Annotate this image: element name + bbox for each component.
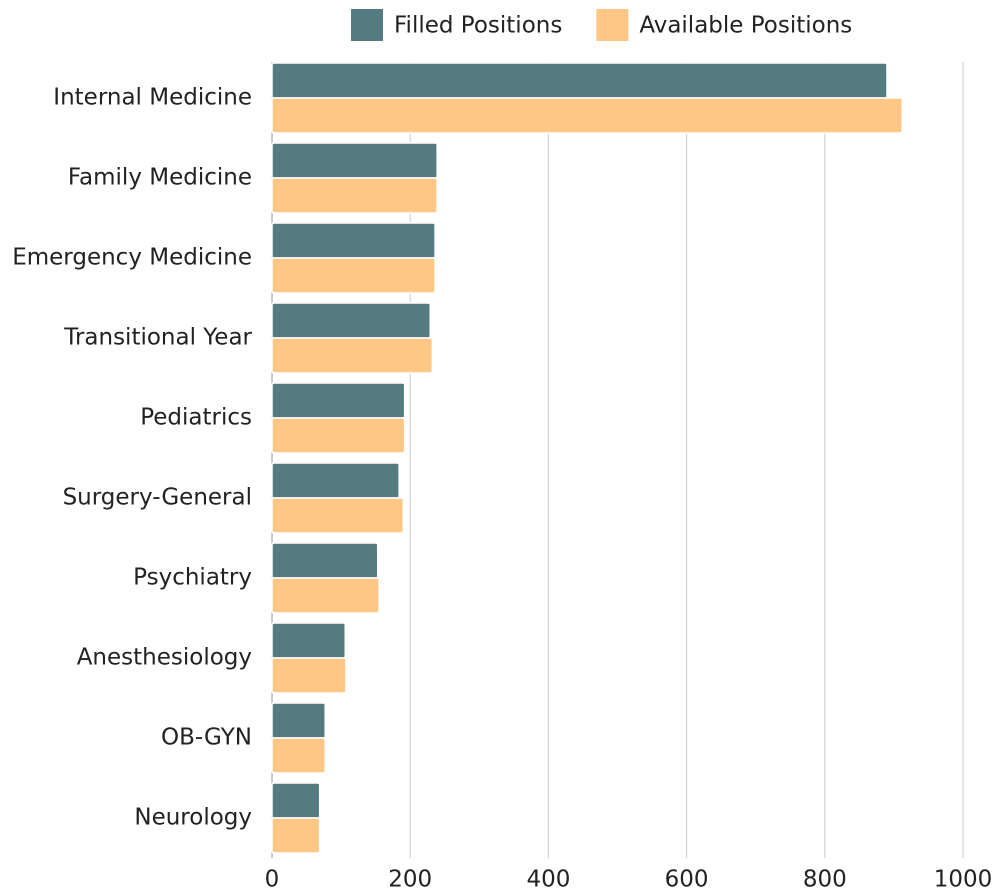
- bar: [271, 737, 326, 774]
- bar: [271, 177, 438, 214]
- y-tick-label: Anesthesiology: [77, 645, 252, 671]
- legend-label: Filled Positions: [394, 13, 562, 39]
- bar: [271, 417, 406, 454]
- y-tick-label: Transitional Year: [63, 325, 252, 351]
- bar: [271, 382, 406, 419]
- legend-swatch: [351, 9, 383, 41]
- bar: [271, 257, 436, 294]
- x-tick-label: 400: [526, 867, 570, 890]
- bar: [271, 577, 380, 614]
- bar: [271, 62, 888, 99]
- bar: [271, 462, 400, 499]
- x-tick-label: 1000: [934, 867, 993, 890]
- y-tick-label: Neurology: [134, 805, 252, 831]
- y-tick-label: OB-GYN: [161, 725, 252, 751]
- bar: [271, 657, 347, 694]
- y-tick-label: Pediatrics: [140, 405, 252, 431]
- bar: [271, 542, 379, 579]
- bar: [271, 222, 436, 259]
- x-tick-label: 0: [265, 867, 280, 890]
- bar: [271, 497, 405, 534]
- bar: [271, 702, 326, 739]
- bar: [271, 97, 903, 134]
- legend-swatch: [596, 9, 629, 41]
- bar: [271, 337, 434, 374]
- y-tick-label: Family Medicine: [68, 165, 252, 191]
- bar: [271, 817, 321, 854]
- x-tick-label: 600: [665, 867, 709, 890]
- bar: [271, 782, 321, 819]
- x-tick-label: 800: [803, 867, 847, 890]
- bar: [271, 302, 431, 339]
- bar: [271, 622, 346, 659]
- x-tick-label: 200: [388, 867, 432, 890]
- bar: [271, 142, 438, 179]
- y-tick-label: Internal Medicine: [53, 85, 252, 111]
- y-tick-label: Surgery-General: [63, 485, 252, 511]
- legend-label: Available Positions: [639, 13, 852, 39]
- y-tick-label: Emergency Medicine: [12, 245, 252, 271]
- y-tick-label: Psychiatry: [133, 565, 252, 591]
